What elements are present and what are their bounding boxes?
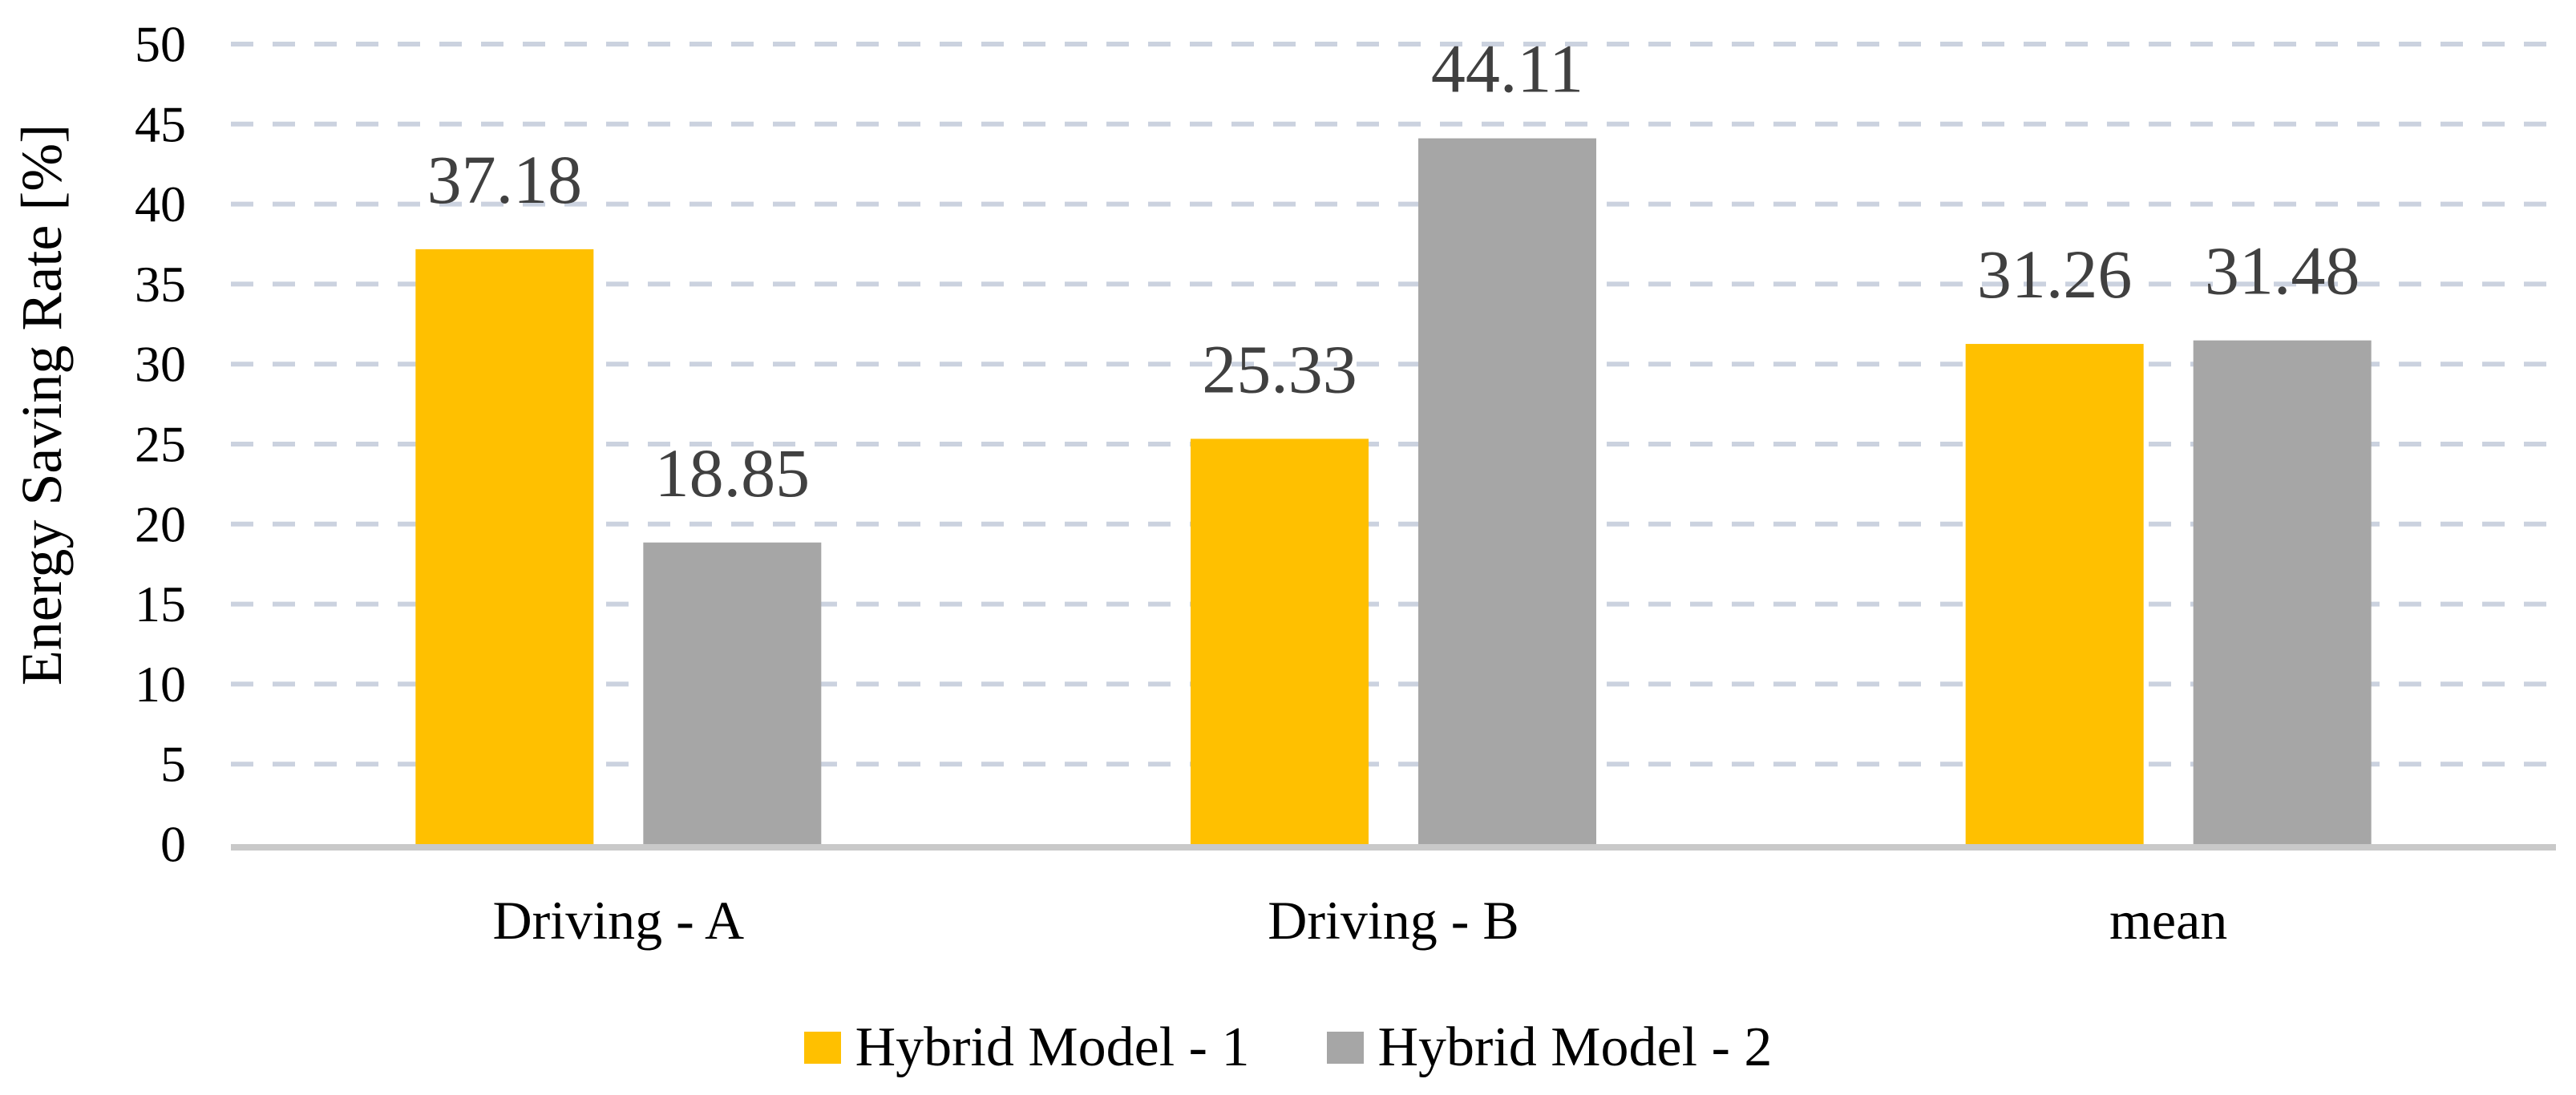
y-tick-label: 30 [135,336,186,393]
y-tick-label: 25 [135,416,186,473]
y-tick-label: 35 [135,256,186,313]
bar-hybrid-model-1-mean [1965,344,2144,844]
y-tick-label: 20 [135,495,186,552]
y-tick-label: 40 [135,176,186,232]
bar-value-label: 31.48 [2205,232,2360,309]
legend-label: Hybrid Model - 1 [855,1016,1250,1078]
x-category-label: mean [2109,890,2227,951]
legend-item-hybrid-model-2: Hybrid Model - 2 [1326,1016,1773,1078]
y-tick-label: 10 [135,656,186,713]
legend-item-hybrid-model-1: Hybrid Model - 1 [803,1016,1250,1078]
x-category-label: Driving - A [493,890,745,951]
bar-value-label: 37.18 [427,141,583,218]
legend-label: Hybrid Model - 2 [1377,1016,1773,1078]
y-tick-label: 50 [135,16,186,73]
bar-hybrid-model-1-driving-a [415,248,594,844]
y-tick-label: 5 [160,736,186,793]
bar-value-label: 44.11 [1431,30,1583,107]
y-tick-label: 15 [135,576,186,632]
bar-value-label: 25.33 [1202,330,1357,407]
legend: Hybrid Model - 1 Hybrid Model - 2 [0,1020,2576,1076]
x-category-label: Driving - B [1268,890,1519,951]
bar-hybrid-model-2-driving-a [643,542,822,844]
legend-swatch-hybrid-model-1 [803,1032,841,1064]
bar-value-label: 31.26 [1977,236,2133,313]
y-tick-label: 0 [160,816,186,873]
bar-value-label: 18.85 [655,434,811,511]
bar-hybrid-model-2-mean [2193,340,2372,845]
y-tick-label: 45 [135,95,186,152]
bar-hybrid-model-1-driving-b [1191,438,1369,844]
bar-hybrid-model-2-driving-b [1418,138,1596,845]
legend-swatch-hybrid-model-2 [1326,1032,1364,1064]
